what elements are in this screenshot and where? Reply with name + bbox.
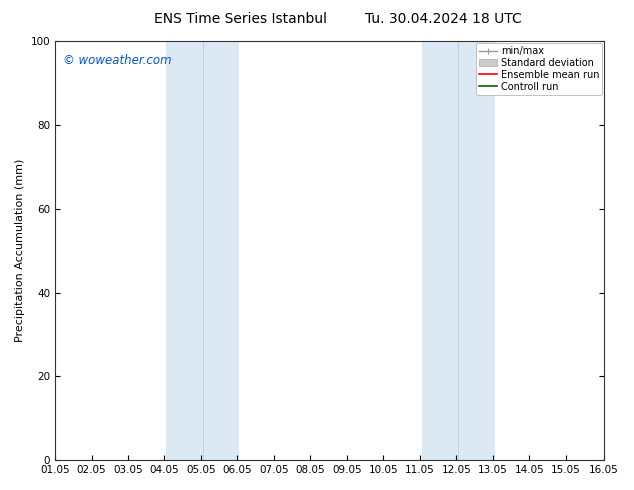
Text: ENS Time Series Istanbul: ENS Time Series Istanbul [155,12,327,26]
Bar [166,41,203,460]
Bar [458,41,495,460]
Text: Tu. 30.04.2024 18 UTC: Tu. 30.04.2024 18 UTC [365,12,522,26]
Y-axis label: Precipitation Accumulation (mm): Precipitation Accumulation (mm) [15,159,25,343]
Bar [422,41,458,460]
Text: © woweather.com: © woweather.com [63,53,172,67]
Legend: min/max, Standard deviation, Ensemble mean run, Controll run: min/max, Standard deviation, Ensemble me… [477,43,602,95]
Bar [203,41,239,460]
